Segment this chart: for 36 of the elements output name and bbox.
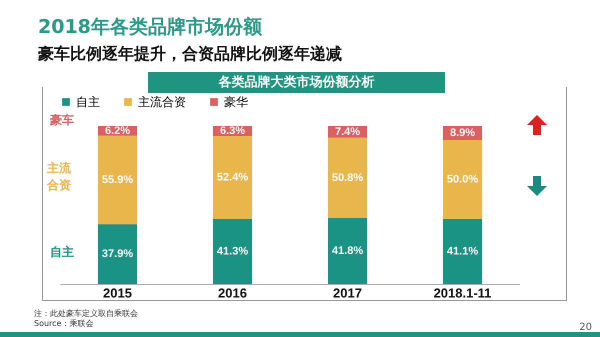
data-label: 8.9% <box>450 127 476 140</box>
annotation: 豪车 <box>49 112 75 129</box>
legend-label: 主流合资 <box>138 95 186 109</box>
bar <box>212 136 252 219</box>
bar <box>98 136 138 224</box>
bar <box>442 219 482 284</box>
legend-label: 豪华 <box>224 95 248 109</box>
legend-label: 自主 <box>76 95 100 109</box>
data-label: 50.8% <box>332 172 364 184</box>
x-tick-label: 2015 <box>103 286 132 300</box>
text: 20 <box>579 322 592 333</box>
text: 注：此处豪车定义取自乘联会 <box>34 309 138 319</box>
data-label: 6.2% <box>104 124 130 137</box>
bar <box>328 138 368 218</box>
data-label: 52.4% <box>216 171 248 184</box>
bar <box>328 218 368 284</box>
data-label: 41.1% <box>446 246 478 258</box>
data-label: 7.4% <box>334 126 360 138</box>
annotation: 自主 <box>49 244 75 261</box>
data-label: 37.9% <box>102 248 134 260</box>
data-label: 41.3% <box>216 245 248 258</box>
chart-title: 2018年各类品牌市场份额 <box>38 15 262 40</box>
bar <box>442 140 482 220</box>
x-tick-label: 2017 <box>333 286 362 300</box>
data-label: 50.0% <box>446 174 478 186</box>
data-label: 55.9% <box>102 174 134 186</box>
data-label: 6.3% <box>220 124 246 137</box>
x-tick-label: 2016 <box>218 286 247 300</box>
source-note: Source：乘联会 <box>34 319 94 329</box>
annotation: 主流合资 <box>46 160 72 194</box>
x-axis-title: 各类品牌大类市场份额分析 <box>148 72 445 93</box>
x-tick-label: 2018.1-11 <box>434 286 492 300</box>
bar <box>98 224 138 284</box>
bar <box>212 218 252 284</box>
chart-subtitle: 豪车比例逐年提升，合资品牌比例逐年递减 <box>38 44 342 65</box>
data-label: 41.8% <box>332 244 364 257</box>
